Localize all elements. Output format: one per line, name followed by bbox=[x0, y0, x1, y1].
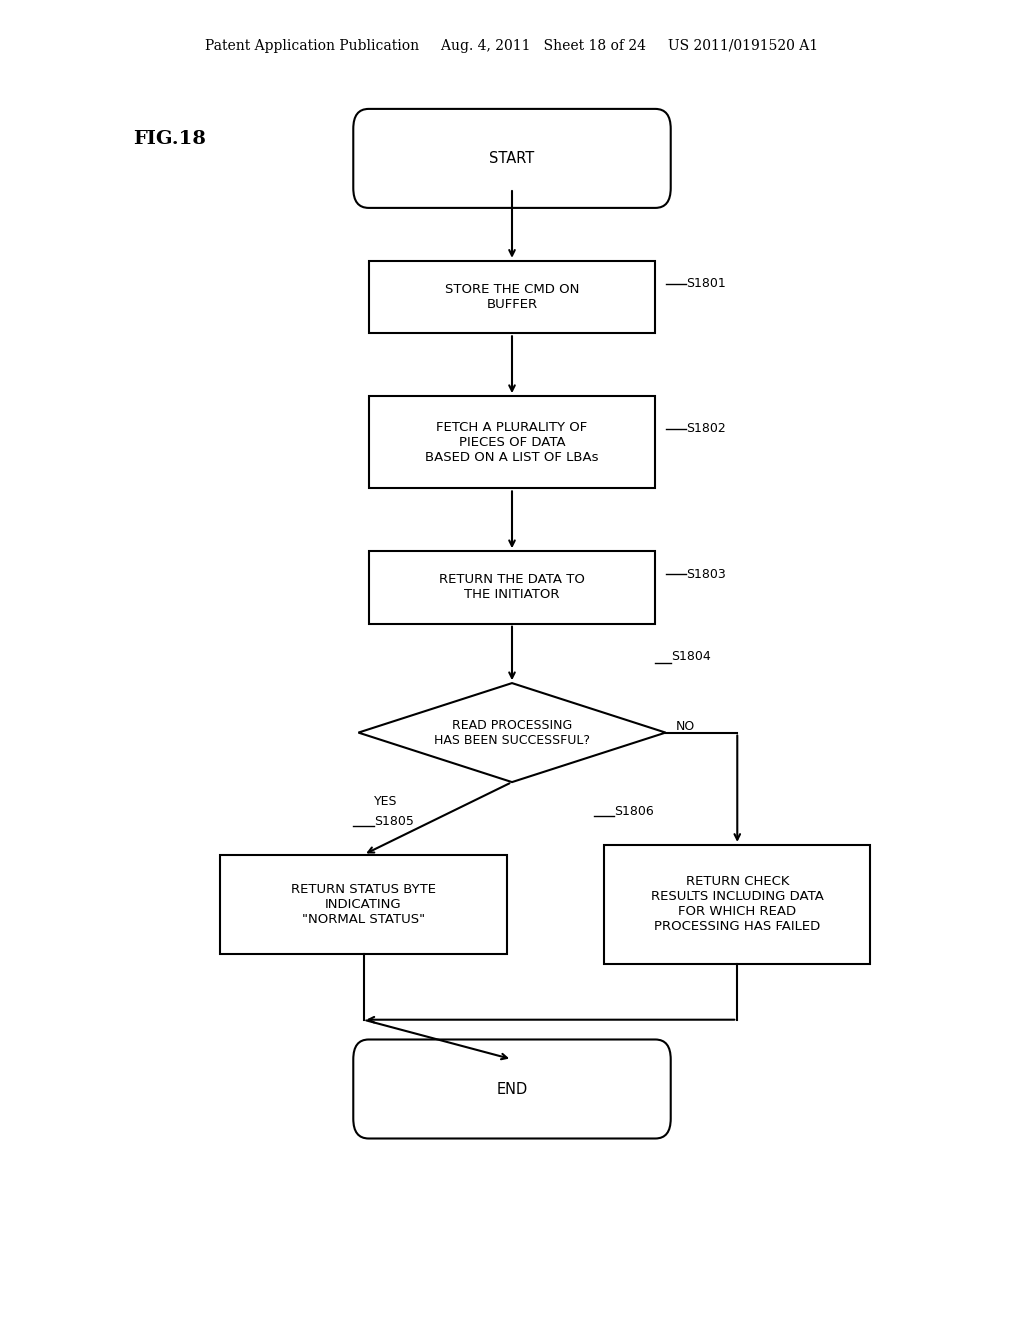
Text: RETURN THE DATA TO
THE INITIATOR: RETURN THE DATA TO THE INITIATOR bbox=[439, 573, 585, 602]
Text: END: END bbox=[497, 1081, 527, 1097]
Text: S1805: S1805 bbox=[374, 816, 414, 829]
FancyBboxPatch shape bbox=[353, 1040, 671, 1138]
FancyBboxPatch shape bbox=[220, 855, 507, 953]
Text: RETURN STATUS BYTE
INDICATING
"NORMAL STATUS": RETURN STATUS BYTE INDICATING "NORMAL ST… bbox=[291, 883, 436, 925]
Text: NO: NO bbox=[676, 719, 695, 733]
FancyBboxPatch shape bbox=[604, 845, 870, 964]
Text: STORE THE CMD ON
BUFFER: STORE THE CMD ON BUFFER bbox=[444, 282, 580, 312]
Text: START: START bbox=[489, 150, 535, 166]
Text: Patent Application Publication     Aug. 4, 2011   Sheet 18 of 24     US 2011/019: Patent Application Publication Aug. 4, 2… bbox=[206, 40, 818, 53]
Text: RETURN CHECK
RESULTS INCLUDING DATA
FOR WHICH READ
PROCESSING HAS FAILED: RETURN CHECK RESULTS INCLUDING DATA FOR … bbox=[651, 875, 823, 933]
Text: FIG.18: FIG.18 bbox=[133, 129, 206, 148]
Text: FETCH A PLURALITY OF
PIECES OF DATA
BASED ON A LIST OF LBAs: FETCH A PLURALITY OF PIECES OF DATA BASE… bbox=[425, 421, 599, 463]
Text: S1803: S1803 bbox=[686, 568, 726, 581]
Text: S1806: S1806 bbox=[614, 805, 654, 818]
Text: S1804: S1804 bbox=[671, 651, 711, 663]
Text: S1801: S1801 bbox=[686, 277, 726, 290]
Polygon shape bbox=[358, 684, 666, 781]
Text: S1802: S1802 bbox=[686, 422, 726, 436]
FancyBboxPatch shape bbox=[353, 110, 671, 207]
FancyBboxPatch shape bbox=[369, 550, 655, 623]
Text: READ PROCESSING
HAS BEEN SUCCESSFUL?: READ PROCESSING HAS BEEN SUCCESSFUL? bbox=[434, 718, 590, 747]
FancyBboxPatch shape bbox=[369, 260, 655, 333]
Text: YES: YES bbox=[374, 796, 397, 808]
FancyBboxPatch shape bbox=[369, 396, 655, 488]
